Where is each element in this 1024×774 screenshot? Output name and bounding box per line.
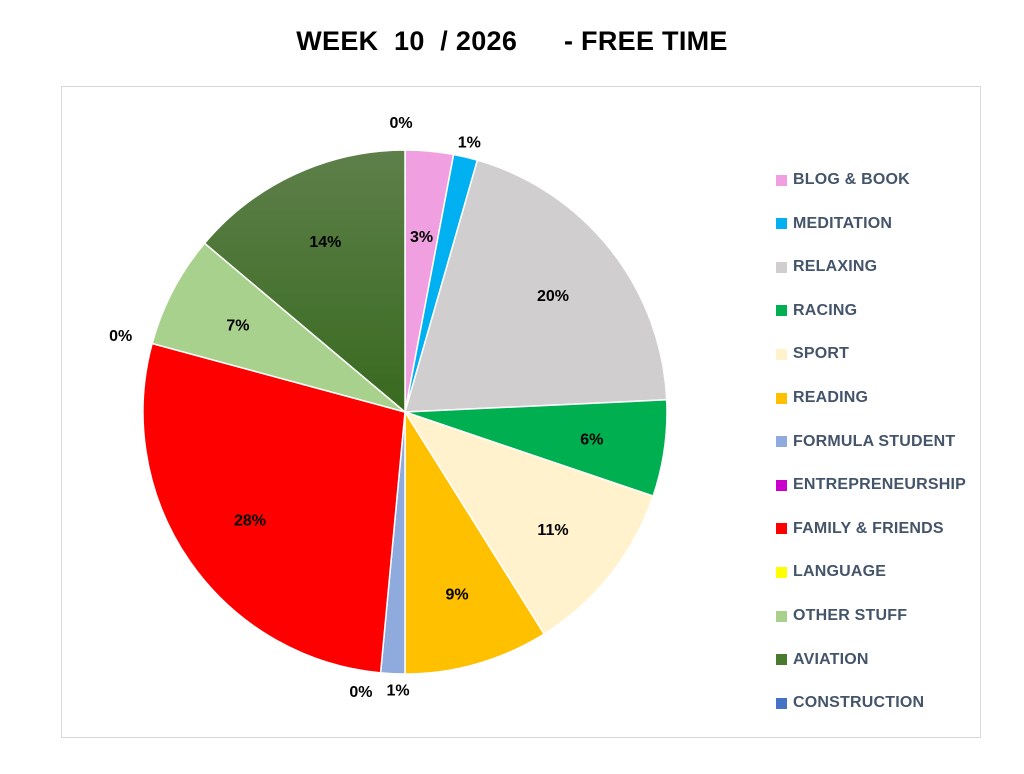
data-label-blog-and-book: 3% (410, 229, 433, 246)
data-label-family-and-friends: 28% (234, 513, 266, 530)
legend-item-construction: CONSTRUCTION (776, 691, 924, 715)
slice-family-and-friends (142, 342, 406, 674)
legend-label-other-stuff: OTHER STUFF (793, 607, 908, 624)
data-label-other-stuff: 7% (226, 318, 249, 335)
legend-label-construction: CONSTRUCTION (793, 694, 925, 712)
legend-label-relaxing: RELAXING (793, 258, 878, 276)
legend-label-meditation: MEDITATION (793, 214, 893, 232)
data-label-meditation: 1% (458, 135, 481, 152)
legend-swatch-aviation (776, 654, 787, 666)
legend-swatch-language (776, 566, 787, 578)
slice-relaxing (403, 159, 668, 413)
legend-swatch-entrepreneurship (776, 479, 787, 491)
data-label-aviation: 14% (309, 234, 341, 251)
legend-item-racing: RACING (776, 299, 857, 323)
legend-swatch-blog-and-book (776, 174, 787, 186)
legend-swatch-other-stuff (776, 610, 787, 622)
legend-item-blog-and-book: BLOG & BOOK (776, 168, 910, 192)
legend-label-language: LANGUAGE (793, 563, 887, 581)
legend-label-racing: RACING (793, 301, 858, 319)
legend-item-reading: READING (776, 386, 868, 410)
slice-reading (404, 409, 546, 675)
legend-label-aviation: AVIATION (793, 650, 869, 668)
legend-swatch-formula-student (776, 436, 787, 448)
legend-label-reading: READING (793, 389, 869, 406)
data-label-entrepreneurship: 0% (349, 684, 372, 701)
legend-label-entrepreneurship: ENTREPRENEURSHIP (793, 476, 967, 494)
legend-item-entrepreneurship: ENTREPRENEURSHIP (776, 473, 966, 497)
chart-area (61, 86, 981, 738)
legend-item-formula-student: FORMULA STUDENT (776, 430, 955, 454)
data-label-racing: 6% (580, 431, 603, 448)
data-label-formula-student: 1% (386, 683, 409, 700)
legend-item-sport: SPORT (776, 342, 849, 366)
legend-label-formula-student: FORMULA STUDENT (793, 432, 956, 450)
legend-label-family-and-friends: FAMILY & FRIENDS (793, 519, 944, 537)
legend-label-blog-and-book: BLOG & BOOK (793, 171, 910, 188)
legend-item-aviation: AVIATION (776, 648, 869, 672)
slice-aviation (203, 149, 406, 414)
data-label-reading: 9% (446, 586, 469, 603)
slice-sport (403, 410, 655, 636)
data-label-relaxing: 20% (537, 288, 569, 305)
legend-item-relaxing: RELAXING (776, 255, 877, 279)
legend-swatch-family-and-friends (776, 523, 787, 535)
data-label-language: 0% (109, 328, 132, 345)
legend-swatch-reading (776, 392, 787, 404)
legend-item-meditation: MEDITATION (776, 212, 892, 236)
legend-item-language: LANGUAGE (776, 560, 886, 584)
legend-swatch-meditation (776, 218, 787, 230)
legend-item-other-stuff: OTHER STUFF (776, 604, 907, 628)
data-label-construction: 0% (389, 115, 412, 132)
slice-other-stuff (151, 242, 406, 413)
legend-swatch-sport (776, 348, 787, 360)
chart-title: WEEK 10 / 2026 - FREE TIME (296, 26, 728, 56)
legend-label-sport: SPORT (793, 345, 850, 363)
data-label-sport: 11% (537, 522, 568, 539)
legend-swatch-racing (776, 305, 787, 317)
legend-item-family-and-friends: FAMILY & FRIENDS (776, 517, 944, 541)
legend-swatch-relaxing (776, 261, 787, 273)
legend-swatch-construction (776, 697, 787, 709)
